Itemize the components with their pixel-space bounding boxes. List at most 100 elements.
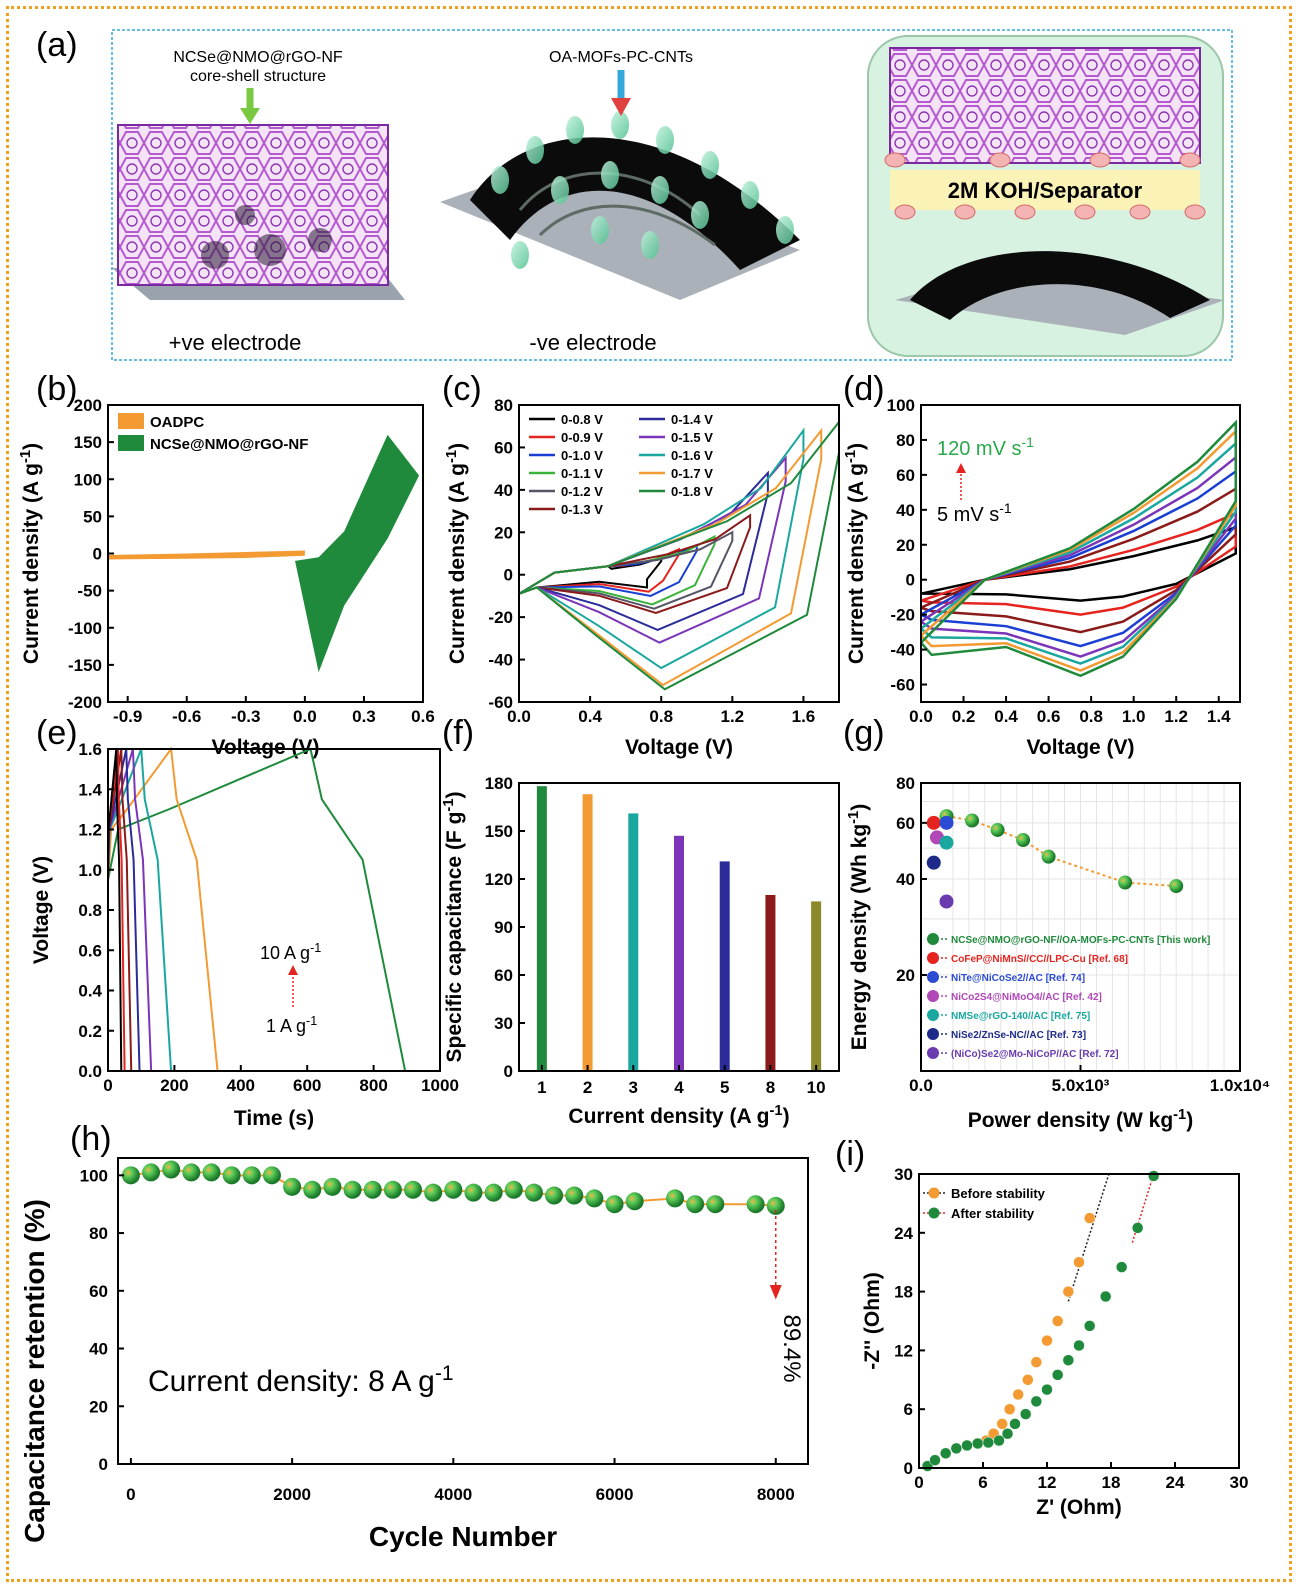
i-point bbox=[1083, 1320, 1096, 1332]
c-xtick-label: 0.0 bbox=[507, 707, 531, 726]
g-point bbox=[939, 894, 954, 909]
f-bar bbox=[674, 835, 684, 1071]
h-retention-point bbox=[303, 1180, 322, 1199]
h-retention-point bbox=[202, 1163, 221, 1182]
d-ytick-label: 100 bbox=[887, 396, 915, 415]
panel-b: (b) -0.9 -0.6 -0.3 0.0 0.3 0.6 -200 -150 -100 -50 0… bbox=[18, 370, 435, 759]
b-xtick-label: 0.0 bbox=[293, 707, 317, 726]
d-ytick-label: -60 bbox=[890, 676, 915, 695]
i-point bbox=[1051, 1369, 1064, 1381]
panel-label-h: (h) bbox=[70, 1120, 112, 1158]
i-point bbox=[1083, 1212, 1096, 1224]
e-y-axis-title: Voltage (V) bbox=[30, 856, 53, 964]
device-illustration: 2M KOH/Separator bbox=[867, 35, 1225, 357]
c-ytick-label: 80 bbox=[494, 396, 513, 415]
c-legend-label: 0-0.9 V bbox=[561, 430, 603, 445]
g-legend-label: CoFeP@NiMnS//CC//LPC-Cu [Ref. 68] bbox=[951, 954, 1128, 965]
i-point bbox=[1030, 1356, 1043, 1368]
b-legend-label: NCSe@NMO@rGO-NF bbox=[150, 436, 308, 453]
i-xtick-label: 30 bbox=[1230, 1473, 1249, 1492]
h-retention-point bbox=[404, 1180, 423, 1199]
panel-d: (d) 0.0 0.2 0.4 0.6 0.8 1.0 1.2 1.4 -60 -40 -20 0 20 4… bbox=[843, 370, 1241, 759]
d-cv-curve bbox=[920, 419, 1237, 678]
h-ytick-label: 40 bbox=[89, 1340, 108, 1359]
c-legend-label: 0-1.0 V bbox=[561, 448, 603, 463]
c-legend-label: 0-1.8 V bbox=[671, 484, 713, 499]
b-ytick-label: -50 bbox=[77, 582, 102, 601]
i-point bbox=[1019, 1408, 1032, 1420]
g-y-axis-title: Energy density (Wh kg-1) bbox=[846, 804, 871, 1050]
i-point bbox=[1003, 1403, 1016, 1415]
h-ytick-label: 20 bbox=[89, 1397, 108, 1416]
d-ytick-label: 40 bbox=[896, 501, 915, 520]
i-point bbox=[1099, 1290, 1112, 1303]
c-x-axis-title: Voltage (V) bbox=[625, 736, 733, 759]
i-ytick-label: 6 bbox=[904, 1400, 913, 1419]
d-ytick-label: 20 bbox=[896, 536, 915, 555]
h-annotation-current: Current density: 8 A g-1 bbox=[148, 1362, 454, 1399]
b-ytick-label: 150 bbox=[74, 433, 102, 452]
h-ytick-label: 80 bbox=[89, 1224, 108, 1243]
f-ytick-label: 90 bbox=[494, 918, 513, 937]
b-xtick-label: 0.6 bbox=[411, 707, 435, 726]
positive-electrode-illustration bbox=[112, 124, 405, 300]
g-point bbox=[1118, 875, 1133, 890]
e-xtick-label: 800 bbox=[359, 1076, 387, 1095]
g-legend-label: NiTe@NiCoSe2//AC [Ref. 74] bbox=[951, 973, 1085, 984]
e-xtick-label: 600 bbox=[293, 1076, 321, 1095]
h-y-axis-title: Capacitance retention (%) bbox=[19, 1199, 50, 1543]
d-cv-curve bbox=[920, 468, 1237, 648]
e-annotation-low: 1 A g-1 bbox=[266, 1014, 317, 1036]
i-xtick-label: 12 bbox=[1038, 1473, 1057, 1492]
c-ytick-label: -20 bbox=[488, 608, 513, 627]
h-retention-point bbox=[746, 1195, 765, 1214]
f-xtick-label: 8 bbox=[766, 1078, 775, 1097]
i-xtick-label: 24 bbox=[1166, 1473, 1185, 1492]
g-legend-label: (NiCo)Se2@Mo-NiCoP//AC [Ref. 72] bbox=[951, 1049, 1119, 1060]
panel-label-a: (a) bbox=[36, 26, 78, 64]
i-point bbox=[1022, 1374, 1034, 1386]
h-retention-point bbox=[706, 1195, 725, 1214]
b-ytick-label: 100 bbox=[74, 470, 102, 489]
b-xtick-label: 0.3 bbox=[352, 707, 376, 726]
h-retention-point bbox=[323, 1177, 342, 1196]
i-point bbox=[1115, 1261, 1128, 1273]
i-point bbox=[1009, 1418, 1021, 1430]
b-xtick-label: -0.9 bbox=[113, 707, 142, 726]
d-ytick-label: 0 bbox=[906, 571, 915, 590]
h-retention-point bbox=[545, 1186, 564, 1205]
h-plot-frame bbox=[117, 1157, 809, 1465]
f-bar bbox=[765, 895, 776, 1071]
panel-label-f: (f) bbox=[442, 714, 474, 752]
i-x-axis-title: Z' (Ohm) bbox=[1036, 1496, 1121, 1519]
h-retention-point bbox=[222, 1166, 241, 1185]
g-point bbox=[939, 835, 954, 850]
c-ytick-label: 0 bbox=[504, 566, 513, 585]
h-retention-point bbox=[363, 1180, 382, 1199]
i-plot-frame bbox=[918, 1173, 1240, 1469]
c-legend-label: 0-1.1 V bbox=[561, 466, 603, 481]
e-ytick-label: 1.0 bbox=[78, 861, 102, 880]
h-ytick-label: 100 bbox=[80, 1166, 108, 1185]
c-ytick-label: 40 bbox=[494, 481, 513, 500]
h-x-axis-title: Cycle Number bbox=[369, 1521, 557, 1552]
i-xtick-label: 0 bbox=[914, 1473, 923, 1492]
g-point bbox=[926, 855, 941, 870]
i-legend-label: After stability bbox=[951, 1206, 1035, 1221]
h-retention-point bbox=[162, 1160, 181, 1179]
panel-h: (h) 0 2000 4000 6000 8000 0 20 40 60 80 100 Cycle Nu… bbox=[19, 1120, 809, 1552]
i-point bbox=[971, 1437, 984, 1450]
panel-i: (i) 0 6 12 18 24 30 0 6 12 18 24 30 Z' (Ohm) -Z'' (Ohm… bbox=[835, 1135, 1248, 1519]
e-xtick-label: 0 bbox=[103, 1076, 112, 1095]
g-legend-marker bbox=[927, 990, 939, 1002]
e-x-axis-title: Time (s) bbox=[234, 1107, 314, 1130]
g-ytick-label: 80 bbox=[896, 774, 915, 793]
g-xtick-label: 0.0 bbox=[909, 1076, 933, 1095]
c-xtick-label: 0.8 bbox=[649, 707, 673, 726]
h-retention-point bbox=[444, 1180, 463, 1199]
g-point bbox=[990, 822, 1005, 837]
i-point bbox=[950, 1442, 963, 1455]
h-retention-point bbox=[605, 1195, 624, 1214]
d-cv-curve bbox=[920, 428, 1237, 672]
b-ytick-label: -150 bbox=[68, 656, 102, 675]
